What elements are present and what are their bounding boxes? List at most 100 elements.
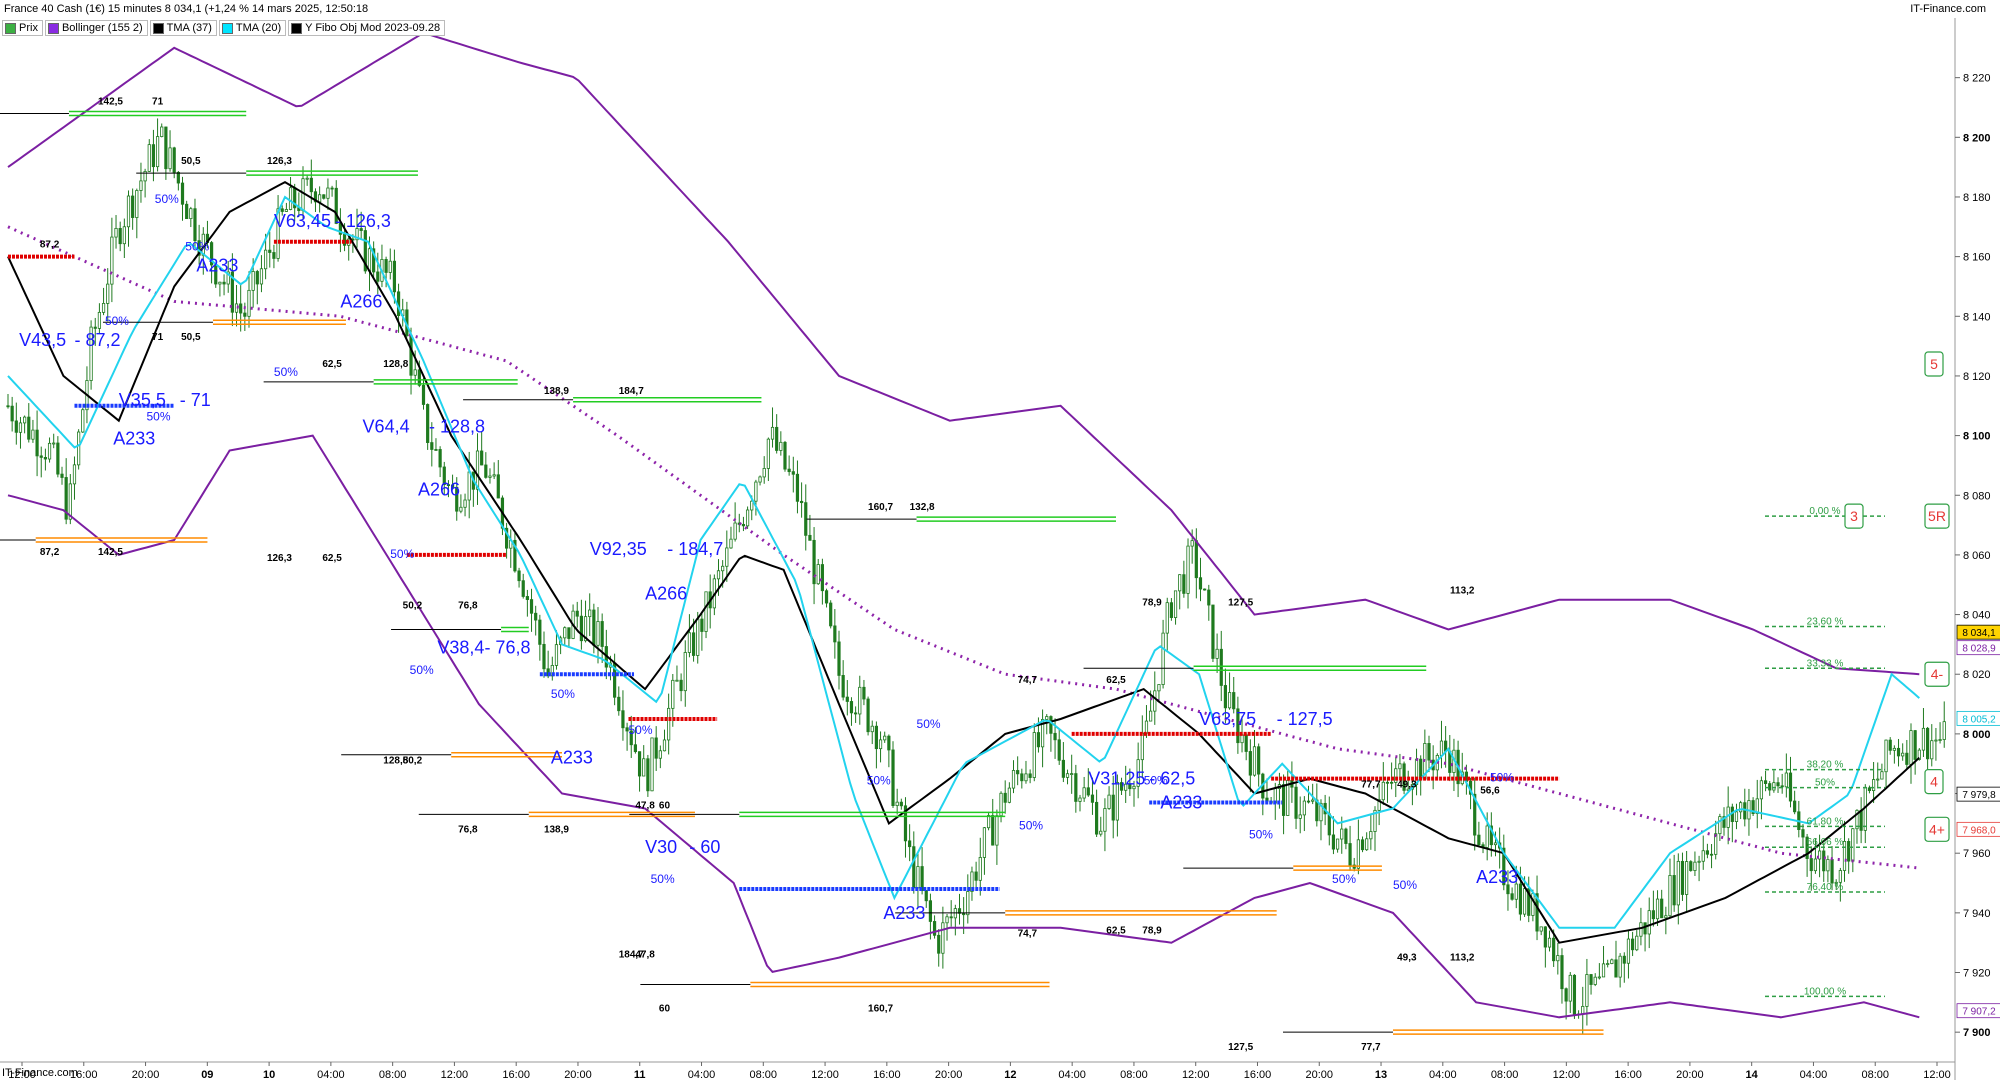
candle-body: [218, 281, 222, 285]
fifty-label: 50%: [1144, 774, 1168, 788]
point-label: 78,9: [1142, 598, 1162, 609]
legend-item-tma37[interactable]: TMA (37): [149, 20, 217, 36]
annotation-label: V63,45: [274, 211, 331, 231]
annotation-label: A233: [883, 903, 925, 923]
annotation-label: - 126,3: [335, 211, 391, 231]
candle-body: [1564, 988, 1568, 1002]
candle-body: [812, 539, 816, 585]
candle-body: [1107, 794, 1111, 809]
candle-body: [1007, 787, 1011, 803]
candle-body: [1680, 860, 1685, 895]
candle-body: [1165, 602, 1169, 634]
candle-body: [1111, 794, 1115, 821]
point-label: 47,8: [635, 800, 655, 811]
candle-body: [1485, 825, 1489, 848]
level-box: [1924, 503, 1950, 529]
level-box: [1924, 816, 1950, 842]
x-tick-label: 12:00: [1923, 1069, 1951, 1080]
candle-body: [1024, 773, 1028, 782]
candle-body: [1930, 740, 1934, 760]
candle-body: [438, 449, 442, 468]
candle-body: [538, 619, 542, 645]
candle-body: [367, 248, 372, 272]
candle-body: [841, 675, 845, 698]
annotation-label: V92,35: [590, 539, 647, 559]
fifty-label: 50%: [551, 687, 575, 701]
legend-item-bollinger[interactable]: Bollinger (155 2): [44, 20, 148, 36]
candle-body: [1884, 739, 1888, 773]
candle-body: [1178, 574, 1182, 592]
candle-body: [355, 228, 359, 241]
candle-body: [999, 792, 1003, 817]
legend-item-tma20[interactable]: TMA (20): [218, 20, 287, 36]
candle-body: [1016, 770, 1020, 775]
x-tick-label: 16:00: [873, 1069, 901, 1080]
candle-body: [1543, 926, 1547, 948]
point-label: 50,5: [181, 156, 201, 167]
point-label: 62,5: [1106, 675, 1126, 686]
legend-item-prix[interactable]: Prix: [2, 20, 43, 36]
candle-body: [47, 442, 52, 460]
candle-body: [729, 538, 733, 549]
level-box-label: 5: [1930, 356, 1938, 372]
x-tick-label: 20:00: [564, 1069, 592, 1080]
candle-body: [716, 570, 721, 580]
candle-body: [642, 758, 646, 777]
candle-body: [77, 431, 81, 466]
candle-body: [991, 815, 995, 846]
candle-body: [683, 652, 687, 692]
fifty-label: 50%: [390, 547, 414, 561]
candle-body: [322, 194, 326, 199]
candle-body: [883, 735, 887, 741]
legend-label: TMA (37): [166, 22, 212, 34]
candle-body: [1103, 808, 1107, 832]
candle-body: [588, 609, 592, 618]
annotation-label: A233: [551, 748, 593, 768]
candle-body: [1336, 838, 1340, 850]
candle-body: [1664, 915, 1668, 919]
x-tick-label: 12:00: [811, 1069, 839, 1080]
x-axis: 12:00 16:00 20:00 09 10 04:00 08:00 12:00 16:00 2…: [8, 1062, 1951, 1080]
candle-body: [1053, 732, 1057, 741]
candle-body: [833, 625, 837, 643]
candle-body: [1514, 883, 1518, 900]
candle-body: [1385, 781, 1390, 784]
candle-body: [1510, 893, 1514, 900]
candle-body: [284, 209, 288, 212]
candle-body: [409, 335, 413, 376]
y-tick-label: 8 020: [1963, 669, 1991, 681]
candle-body: [280, 208, 284, 212]
candle-body: [101, 303, 106, 313]
candle-body: [1718, 816, 1722, 835]
legend-item-fibo[interactable]: Y Fibo Obj Mod 2023-09.28: [288, 20, 446, 36]
series-bollinger-lower: [7, 434, 1920, 1019]
candle-body: [1631, 938, 1635, 951]
candle-body: [1331, 834, 1336, 850]
candle-body: [1398, 763, 1402, 770]
candle-body: [1917, 749, 1921, 760]
candle-body: [243, 312, 247, 317]
candle-body: [1830, 859, 1834, 884]
candle-body: [646, 758, 650, 792]
candle-body: [31, 429, 35, 440]
candle-body: [272, 252, 276, 259]
candle-body: [164, 126, 168, 170]
candle-body: [1227, 692, 1232, 709]
legend-label: Y Fibo Obj Mod 2023-09.28: [305, 22, 441, 34]
candle-body: [1419, 758, 1423, 780]
point-label: 128,8: [383, 359, 408, 370]
candle-body: [675, 679, 679, 682]
candle-body: [1660, 898, 1664, 919]
candle-body: [891, 749, 895, 806]
candle-body: [1668, 875, 1672, 917]
candle-body: [1506, 884, 1510, 895]
candle-body: [1061, 759, 1065, 778]
price-candles: [6, 118, 1946, 1034]
candle-body: [1905, 752, 1909, 765]
point-label: 74,7: [1018, 929, 1038, 940]
legend-label: Bollinger (155 2): [61, 22, 143, 34]
candle-body: [1211, 604, 1215, 659]
candle-body: [39, 455, 43, 458]
candle-body: [1360, 839, 1365, 851]
